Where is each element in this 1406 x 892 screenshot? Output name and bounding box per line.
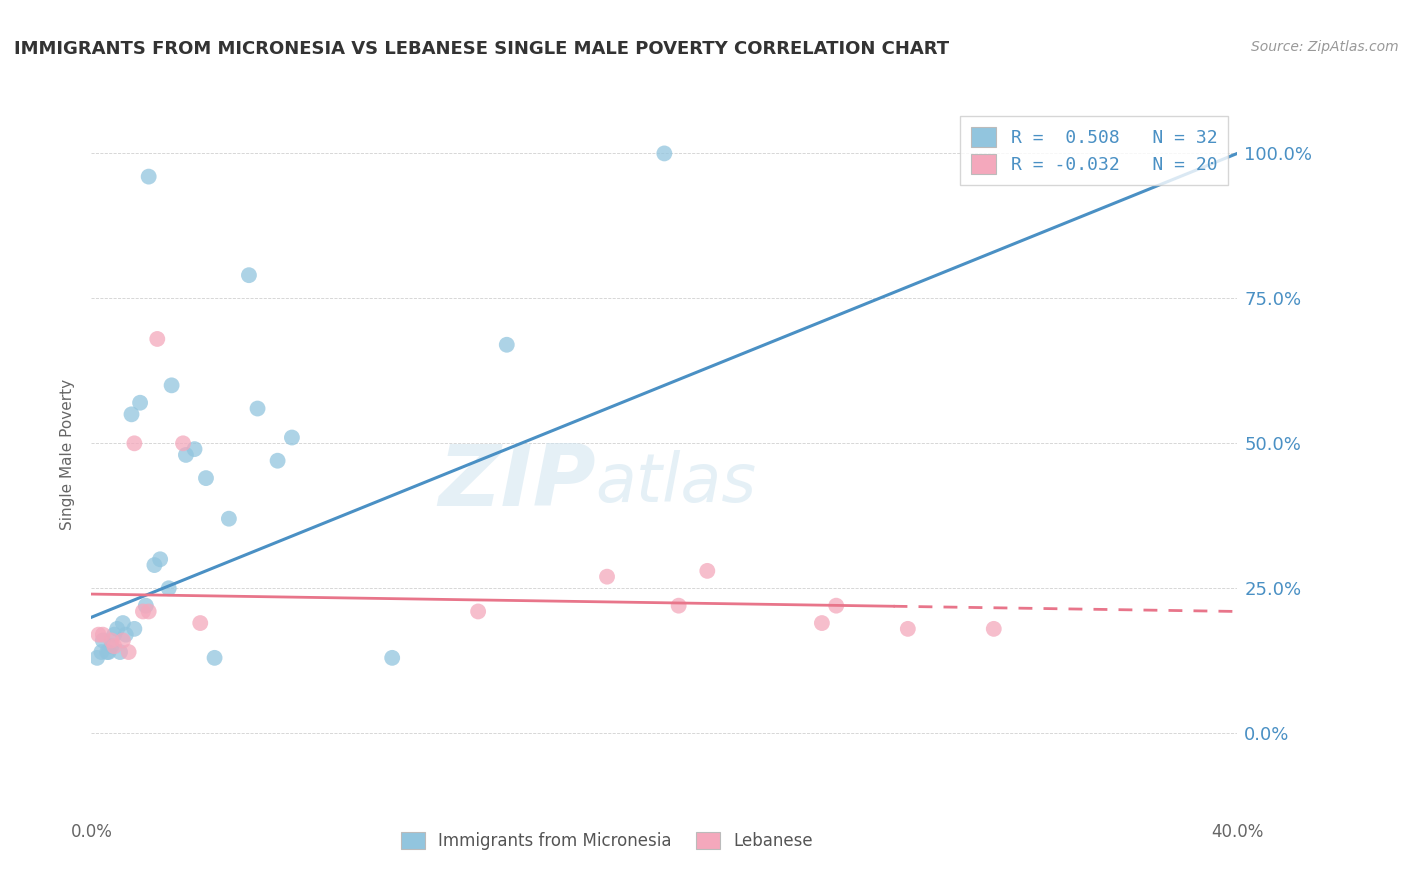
- Point: [194, 471, 217, 485]
- Point: [138, 605, 160, 619]
- Point: [124, 436, 146, 450]
- Point: [825, 599, 848, 613]
- Point: [87, 628, 110, 642]
- Point: [124, 622, 146, 636]
- Text: ZIP: ZIP: [437, 442, 596, 524]
- Point: [174, 448, 197, 462]
- Point: [652, 146, 675, 161]
- Text: Source: ZipAtlas.com: Source: ZipAtlas.com: [1251, 40, 1399, 54]
- Point: [129, 395, 152, 409]
- Point: [218, 511, 240, 525]
- Point: [204, 651, 226, 665]
- Point: [100, 633, 122, 648]
- Text: atlas: atlas: [596, 450, 756, 516]
- Point: [132, 605, 155, 619]
- Point: [811, 615, 834, 630]
- Point: [108, 645, 131, 659]
- Point: [897, 622, 920, 636]
- Point: [149, 552, 172, 566]
- Point: [91, 633, 114, 648]
- Point: [596, 570, 619, 584]
- Point: [183, 442, 205, 456]
- Point: [135, 599, 157, 613]
- Point: [103, 639, 125, 653]
- Point: [266, 453, 288, 467]
- Point: [96, 645, 118, 659]
- Point: [100, 639, 122, 653]
- Point: [114, 628, 136, 642]
- Y-axis label: Single Male Poverty: Single Male Poverty: [60, 379, 76, 531]
- Point: [146, 332, 169, 346]
- Point: [467, 605, 489, 619]
- Point: [381, 651, 404, 665]
- Point: [696, 564, 718, 578]
- Point: [86, 651, 108, 665]
- Point: [668, 599, 690, 613]
- Point: [495, 337, 517, 351]
- Point: [172, 436, 194, 450]
- Point: [160, 378, 183, 392]
- Point: [983, 622, 1005, 636]
- Point: [246, 401, 269, 416]
- Point: [111, 615, 134, 630]
- Point: [188, 615, 211, 630]
- Point: [138, 169, 160, 184]
- Point: [121, 407, 143, 421]
- Point: [91, 628, 114, 642]
- Point: [281, 430, 304, 444]
- Point: [103, 628, 125, 642]
- Text: 0.0%: 0.0%: [70, 823, 112, 841]
- Point: [117, 645, 139, 659]
- Text: 40.0%: 40.0%: [1211, 823, 1264, 841]
- Point: [111, 633, 134, 648]
- Point: [90, 645, 112, 659]
- Point: [105, 622, 128, 636]
- Point: [143, 558, 166, 573]
- Legend: Immigrants from Micronesia, Lebanese: Immigrants from Micronesia, Lebanese: [395, 826, 820, 857]
- Text: IMMIGRANTS FROM MICRONESIA VS LEBANESE SINGLE MALE POVERTY CORRELATION CHART: IMMIGRANTS FROM MICRONESIA VS LEBANESE S…: [14, 40, 949, 58]
- Point: [238, 268, 260, 282]
- Point: [157, 582, 180, 596]
- Point: [97, 645, 120, 659]
